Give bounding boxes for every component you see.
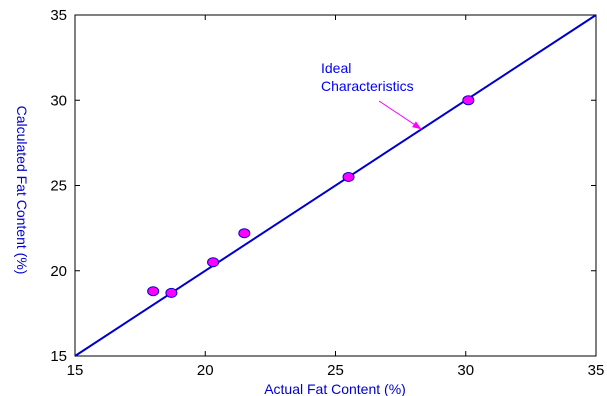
data-point (165, 287, 178, 298)
x-tick-label: 15 (67, 362, 84, 379)
annotation-line-1: Ideal (321, 60, 351, 76)
ideal-line (74, 14, 597, 357)
x-tick-label: 35 (588, 362, 605, 379)
y-tick-label: 30 (50, 92, 67, 109)
y-tick-label: 35 (50, 7, 67, 24)
x-axis-title: Actual Fat Content (%) (264, 381, 406, 396)
data-point (238, 228, 251, 239)
y-tick-label: 15 (50, 348, 67, 365)
x-tick-label: 30 (457, 362, 474, 379)
x-tick-label: 20 (197, 362, 214, 379)
y-tick-label: 25 (50, 178, 67, 195)
data-point (462, 95, 475, 106)
y-axis-title: Calculated Fat Content (%) (14, 106, 30, 275)
data-points (147, 95, 475, 298)
data-point (207, 257, 220, 268)
y-tick-label: 20 (50, 263, 67, 280)
annotation-arrowhead (412, 121, 422, 130)
annotation-line-2: Characteristics (321, 78, 414, 94)
x-axis: 15 20 25 30 35 (67, 15, 605, 379)
annotation: Ideal Characteristics (321, 60, 422, 130)
data-point (342, 171, 355, 182)
x-tick-label: 25 (327, 362, 344, 379)
data-point (147, 286, 160, 297)
